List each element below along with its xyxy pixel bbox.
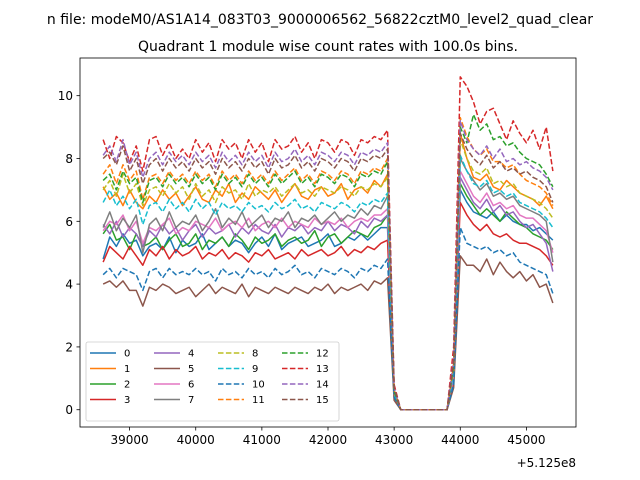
figure-suptitle: n file: modeM0/AS1A14_083T03_9000006562_… bbox=[47, 12, 593, 28]
x-tick-label: 42000 bbox=[309, 433, 347, 447]
series-line-6 bbox=[102, 170, 554, 411]
y-tick-label: 10 bbox=[58, 89, 73, 103]
series-line-10 bbox=[102, 226, 554, 411]
x-tick-label: 39000 bbox=[111, 433, 149, 447]
y-tick-label: 8 bbox=[65, 152, 73, 166]
x-tick-label: 45000 bbox=[507, 433, 545, 447]
y-tick-label: 6 bbox=[65, 215, 73, 229]
x-tick-label: 41000 bbox=[243, 433, 281, 447]
y-tick-label: 2 bbox=[65, 340, 73, 354]
plot-area bbox=[102, 76, 554, 411]
legend-label-7: 7 bbox=[188, 395, 194, 406]
x-tick-label: 40000 bbox=[177, 433, 215, 447]
legend-label-9: 9 bbox=[252, 364, 258, 375]
legend-frame bbox=[85, 341, 340, 422]
series-line-8 bbox=[102, 138, 554, 411]
legend-label-3: 3 bbox=[124, 395, 130, 406]
x-offset-label: +5.125e8 bbox=[517, 456, 576, 470]
series-line-5 bbox=[102, 255, 554, 411]
y-tick-label: 0 bbox=[65, 403, 73, 417]
series-line-12 bbox=[102, 113, 554, 411]
series-line-7 bbox=[102, 157, 554, 411]
legend-label-0: 0 bbox=[124, 349, 130, 360]
legend-label-8: 8 bbox=[252, 349, 258, 360]
series-line-14 bbox=[102, 120, 554, 411]
legend-label-2: 2 bbox=[124, 380, 130, 391]
axes: 39000 40000 41000 42000 43000 44000 45000 0 2 4 6 8… bbox=[58, 57, 577, 470]
series-lines bbox=[102, 76, 554, 411]
series-line-2 bbox=[102, 182, 554, 411]
series-line-15 bbox=[102, 132, 554, 411]
legend-label-10: 10 bbox=[252, 380, 265, 391]
x-tick-label: 44000 bbox=[441, 433, 479, 447]
legend-label-13: 13 bbox=[316, 364, 329, 375]
legend-label-1: 1 bbox=[124, 364, 130, 375]
x-tick-label: 43000 bbox=[375, 433, 413, 447]
legend-label-4: 4 bbox=[188, 349, 194, 360]
y-tick-label: 4 bbox=[65, 278, 73, 292]
chart-title: Quadrant 1 module wise count rates with … bbox=[138, 39, 518, 55]
legend-label-15: 15 bbox=[316, 395, 329, 406]
legend-label-14: 14 bbox=[316, 380, 329, 391]
series-line-3 bbox=[102, 201, 554, 411]
legend-label-5: 5 bbox=[188, 364, 194, 375]
legend-label-11: 11 bbox=[252, 395, 265, 406]
series-line-9 bbox=[102, 154, 554, 411]
series-line-1 bbox=[102, 132, 554, 411]
legend-label-12: 12 bbox=[316, 349, 329, 360]
series-line-0 bbox=[102, 189, 554, 411]
legend-label-6: 6 bbox=[188, 380, 194, 391]
series-line-13 bbox=[102, 76, 554, 411]
